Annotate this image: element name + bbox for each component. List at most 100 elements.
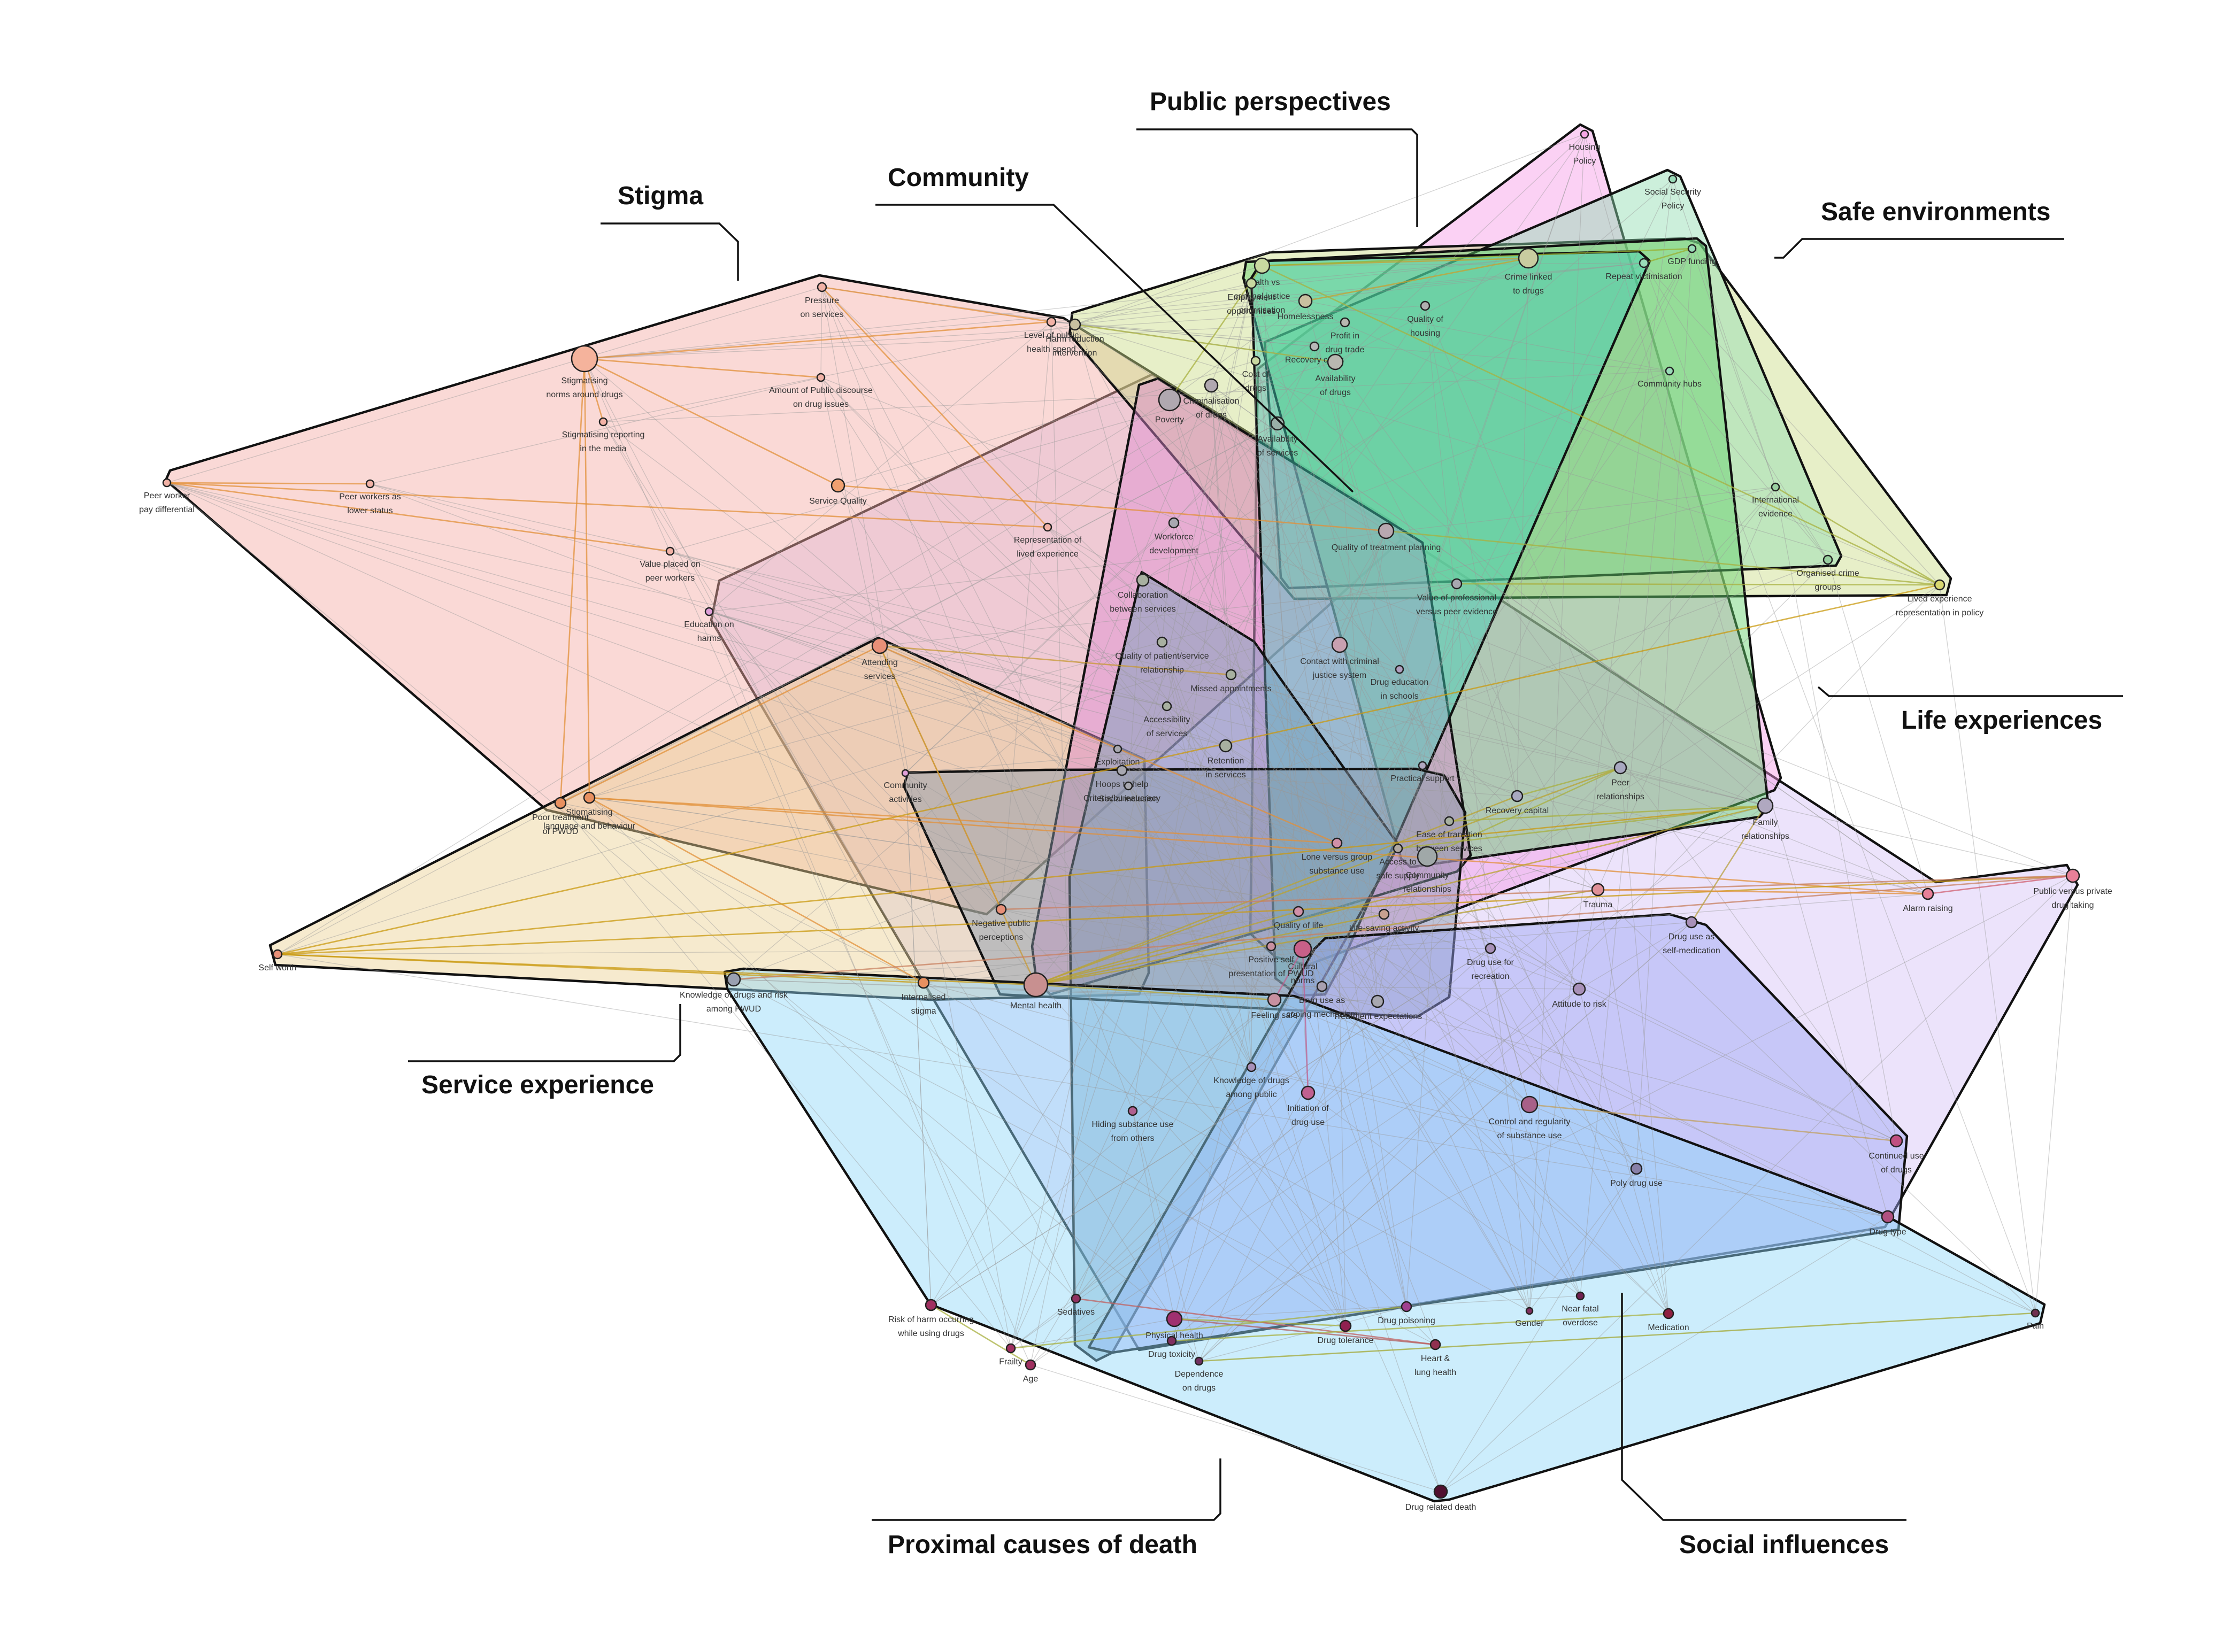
node-n86[interactable]: Age <box>1023 1359 1039 1384</box>
node-n64[interactable]: Alarm raising <box>1903 887 1953 913</box>
node-n29[interactable]: Quality of housing <box>1407 300 1443 338</box>
node-circle[interactable] <box>1166 1336 1177 1346</box>
node-n35[interactable]: Criminalisation of drugs <box>1183 378 1240 420</box>
node-circle[interactable] <box>1687 244 1697 253</box>
node-circle[interactable] <box>831 478 845 493</box>
node-circle[interactable] <box>1136 573 1150 587</box>
node-circle[interactable] <box>1116 765 1128 776</box>
node-n82[interactable]: Drug type <box>1869 1210 1906 1237</box>
node-circle[interactable] <box>1124 781 1133 791</box>
node-n13[interactable]: Poor treatment of PWUD <box>532 797 589 836</box>
node-n68[interactable]: Positive self presentation of PWUD <box>1228 941 1314 978</box>
node-circle[interactable] <box>1194 1356 1204 1366</box>
node-n28[interactable]: Profit in drug trade <box>1326 317 1365 354</box>
node-n41[interactable]: Lived experience representation in policy <box>1896 579 1984 617</box>
node-n47[interactable]: Contact with criminal justice system <box>1300 636 1379 680</box>
node-circle[interactable] <box>1254 257 1271 274</box>
node-n4[interactable]: Amount of Public discourse on drug issues <box>769 373 873 409</box>
node-circle[interactable] <box>162 478 172 488</box>
node-n16[interactable]: Negative public perceptions <box>972 904 1031 942</box>
node-circle[interactable] <box>1433 1484 1448 1499</box>
node-circle[interactable] <box>1340 317 1350 328</box>
node-circle[interactable] <box>1043 522 1052 532</box>
node-circle[interactable] <box>1046 316 1057 327</box>
node-n62[interactable]: Community relationships <box>1403 846 1451 894</box>
node-circle[interactable] <box>1309 341 1320 352</box>
node-circle[interactable] <box>1378 522 1395 539</box>
node-n72[interactable]: Treatment expectations <box>1333 994 1422 1021</box>
node-n48[interactable]: Missed appointments <box>1190 669 1272 693</box>
node-circle[interactable] <box>1393 843 1403 854</box>
node-n60[interactable]: Lone versus group substance use <box>1302 837 1373 876</box>
node-n3[interactable]: Stigmatising norms around drugs <box>546 345 623 399</box>
node-n9[interactable]: Value placed on peer workers <box>640 546 701 583</box>
node-n96[interactable]: Pain <box>2027 1308 2044 1331</box>
node-n83[interactable]: Risk of harm occurring while using drugs <box>888 1299 974 1338</box>
node-circle[interactable] <box>1485 943 1496 954</box>
node-circle[interactable] <box>1156 636 1168 648</box>
node-n6[interactable]: Peer worker pay differential <box>139 478 195 514</box>
node-n14[interactable]: Stigmatising language and behaviour <box>543 791 636 831</box>
node-circle[interactable] <box>1168 517 1180 529</box>
node-n95[interactable]: Medication <box>1648 1308 1689 1332</box>
node-n55[interactable]: Practical support <box>1390 761 1455 783</box>
node-circle[interactable] <box>1166 1310 1183 1327</box>
node-circle[interactable] <box>1418 761 1427 770</box>
node-n5[interactable]: Stigmatising reporting in the media <box>562 417 645 453</box>
node-circle[interactable] <box>1575 1291 1585 1301</box>
node-circle[interactable] <box>871 637 888 654</box>
node-circle[interactable] <box>1511 790 1524 802</box>
node-circle[interactable] <box>1572 982 1586 996</box>
node-circle[interactable] <box>1267 992 1282 1007</box>
node-circle[interactable] <box>1881 1210 1895 1224</box>
node-n8[interactable]: Service Quality <box>809 478 867 506</box>
node-n76[interactable]: Knowledge of drugs among public <box>1213 1062 1289 1099</box>
node-circle[interactable] <box>917 976 930 989</box>
node-circle[interactable] <box>1518 248 1539 269</box>
node-n71[interactable]: Feeling safe <box>1251 992 1298 1020</box>
node-circle[interactable] <box>816 373 826 382</box>
node-circle[interactable] <box>1301 1085 1316 1100</box>
node-n12[interactable]: Attending services <box>862 637 898 681</box>
node-circle[interactable] <box>1520 1095 1539 1114</box>
node-n38[interactable]: Community hubs <box>1637 366 1702 389</box>
node-circle[interactable] <box>726 972 741 987</box>
node-n53[interactable]: Hoops to help Criteria/bureaucracy <box>1083 765 1160 803</box>
node-circle[interactable] <box>1668 174 1678 184</box>
node-n59[interactable]: Family relationships <box>1741 797 1789 841</box>
node-circle[interactable] <box>1225 669 1237 681</box>
node-circle[interactable] <box>1250 356 1261 366</box>
node-n20[interactable]: Mental health <box>1010 972 1062 1010</box>
node-n65[interactable]: Public versus private drug taking <box>2033 868 2112 910</box>
node-circle[interactable] <box>583 791 596 804</box>
node-circle[interactable] <box>1685 916 1698 929</box>
node-circle[interactable] <box>1771 482 1780 492</box>
node-circle[interactable] <box>1246 1062 1257 1072</box>
node-circle[interactable] <box>1591 883 1605 897</box>
node-n30[interactable]: Harm reduction intervention <box>1045 318 1104 358</box>
node-n97[interactable]: Drug related death <box>1405 1484 1477 1512</box>
node-n85[interactable]: Frailty <box>999 1343 1022 1367</box>
node-circle[interactable] <box>1630 1162 1643 1175</box>
node-circle[interactable] <box>1823 554 1833 565</box>
node-circle[interactable] <box>1331 636 1348 653</box>
node-circle[interactable] <box>1025 1359 1036 1371</box>
node-n22[interactable]: Social Security Policy <box>1644 174 1701 211</box>
node-n2[interactable]: Level of public health spend <box>1024 316 1079 354</box>
node-n45[interactable]: Value of professional versus peer evidenc… <box>1416 578 1497 616</box>
node-n90[interactable]: Drug tolerance <box>1318 1319 1374 1345</box>
node-n91[interactable]: Drug poisoning <box>1378 1301 1435 1325</box>
node-circle[interactable] <box>704 607 714 616</box>
node-circle[interactable] <box>1316 981 1328 992</box>
node-n39[interactable]: International evidence <box>1752 482 1799 519</box>
node-circle[interactable] <box>1395 665 1404 674</box>
node-n70[interactable]: Drug use as coping mechanism <box>1286 981 1358 1019</box>
node-n43[interactable]: Quality of treatment planning <box>1332 522 1441 552</box>
node-n57[interactable]: Recovery capital <box>1486 790 1549 815</box>
node-circle[interactable] <box>1293 939 1312 959</box>
node-circle[interactable] <box>1378 908 1390 920</box>
node-circle[interactable] <box>995 904 1007 915</box>
node-circle[interactable] <box>1429 1339 1441 1350</box>
node-circle[interactable] <box>571 345 598 373</box>
node-circle[interactable] <box>1371 994 1385 1008</box>
